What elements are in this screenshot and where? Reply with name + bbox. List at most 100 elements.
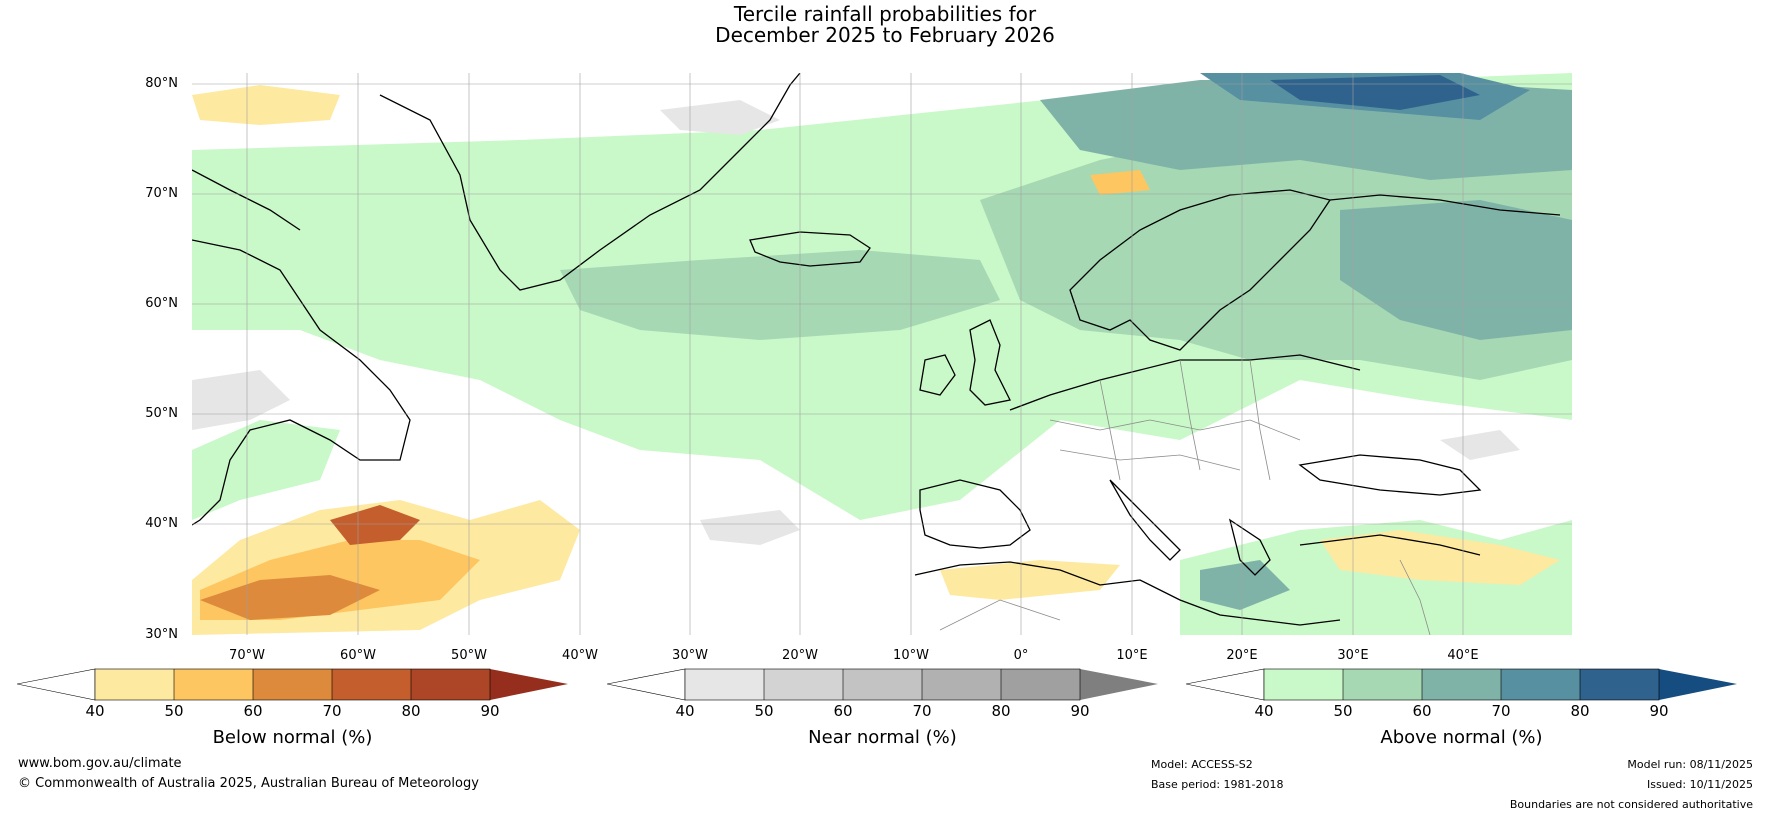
cbar-near-bin-4 (922, 669, 1001, 700)
lon-label-30e: 30°E (1337, 648, 1369, 663)
lat-label-40n: 40°N (145, 516, 178, 531)
colorbar-below-normal (17, 668, 568, 701)
below-normal-70-area (330, 505, 420, 545)
cbar-near-tick-60: 60 (833, 702, 853, 720)
iceland-coast (749, 231, 871, 267)
europe-north-coast (1009, 354, 1361, 411)
cbar-near-bin-3 (843, 669, 922, 700)
baffin-coast (192, 169, 301, 231)
scandinavia-coast (1069, 189, 1332, 351)
below-normal-50-iceland-sea (1090, 170, 1150, 195)
above-normal-60-russia (1340, 200, 1572, 340)
colorbar-above-normal (1186, 668, 1737, 701)
cbar-below-over (490, 669, 568, 700)
labrador-coast (192, 239, 411, 526)
lon-label-0: 0° (1013, 648, 1029, 663)
cbar-above-tick-50: 50 (1333, 702, 1353, 720)
cbar-above-bin-3 (1422, 669, 1501, 700)
lon-label-40w: 40°W (562, 648, 598, 663)
cbar-above-over (1659, 669, 1737, 700)
below-normal-40-arctic (192, 85, 340, 125)
lon-label-20e: 20°E (1226, 648, 1258, 663)
cbar-above-bin-1 (1264, 669, 1343, 700)
probability-shading (192, 73, 1572, 635)
lon-label-10w: 10°W (893, 648, 929, 663)
greece-coast (1228, 518, 1271, 576)
cbar-above-tick-80: 80 (1570, 702, 1590, 720)
cbar-above-title: Above normal (%) (1380, 727, 1543, 748)
cbar-below-title: Below normal (%) (212, 727, 373, 748)
cbar-below-bin-3 (253, 669, 332, 700)
cbar-below-under (17, 668, 96, 701)
footer-model: Model: ACCESS-S2 (1151, 758, 1253, 771)
near-normal-40-area-3 (700, 510, 800, 545)
lon-label-50w: 50°W (451, 648, 487, 663)
lon-label-40e: 40°E (1447, 648, 1479, 663)
map-title-line1: Tercile rainfall probabilities for (733, 2, 1037, 26)
above-normal-50-atlantic (560, 250, 1000, 340)
cbar-near-title: Near normal (%) (808, 727, 957, 748)
lat-label-60n: 60°N (145, 296, 178, 311)
cbar-below-tick-40: 40 (85, 702, 105, 720)
lon-label-60w: 60°W (340, 648, 376, 663)
cbar-near-tick-70: 70 (912, 702, 932, 720)
above-normal-60-egypt (1200, 560, 1290, 610)
cbar-above-tick-40: 40 (1254, 702, 1274, 720)
lat-label-70n: 70°N (145, 186, 178, 201)
grid-lines (192, 73, 1572, 635)
cbar-above-bin-2 (1343, 669, 1422, 700)
cbar-below-tick-60: 60 (243, 702, 263, 720)
country-borders (939, 359, 1431, 635)
italy-coast (1109, 479, 1181, 561)
lon-label-70w: 70°W (229, 648, 265, 663)
cbar-below-tick-50: 50 (164, 702, 184, 720)
colorbar-near-normal (607, 668, 1158, 701)
russia-arctic-coast (1329, 194, 1561, 216)
cbar-below-bin-5 (411, 669, 490, 700)
black-sea-coast (1298, 454, 1482, 496)
cbar-below-tick-80: 80 (401, 702, 421, 720)
turkey-south-coast (1299, 534, 1481, 556)
cbar-below-bin-1 (95, 669, 174, 700)
ireland-coast (919, 354, 956, 396)
above-normal-area-west (192, 420, 340, 520)
cbar-near-tick-80: 80 (991, 702, 1011, 720)
near-normal-40-area-1 (192, 370, 290, 430)
north-africa-coast (914, 561, 1341, 626)
footer-issued: Issued: 10/11/2025 (1646, 778, 1753, 791)
cbar-near-bin-5 (1001, 669, 1080, 700)
cbar-above-under (1186, 668, 1265, 701)
lon-label-30w: 30°W (672, 648, 708, 663)
below-normal-60-area (200, 575, 380, 620)
footer-model-run: Model run: 08/11/2025 (1627, 758, 1753, 771)
cbar-below-bin-4 (332, 669, 411, 700)
cbar-above-tick-90: 90 (1649, 702, 1669, 720)
cbar-near-under (607, 668, 686, 701)
map-title-line2: December 2025 to February 2026 (715, 23, 1055, 47)
cbar-above-tick-70: 70 (1491, 702, 1511, 720)
map-area (192, 73, 1572, 635)
footer-copyright: © Commonwealth of Australia 2025, Austra… (18, 776, 479, 791)
lon-label-20w: 20°W (782, 648, 818, 663)
lat-label-30n: 30°N (145, 627, 178, 642)
cbar-above-bin-4 (1501, 669, 1580, 700)
near-normal-40-area-4 (1440, 430, 1520, 460)
great-britain-coast (969, 319, 1011, 406)
cbar-near-over (1080, 669, 1158, 700)
footer-base-period: Base period: 1981-2018 (1151, 778, 1284, 791)
below-normal-40-nafrica (940, 560, 1120, 600)
cbar-below-bin-2 (174, 669, 253, 700)
lon-label-10e: 10°E (1116, 648, 1148, 663)
below-normal-40-mideast (1320, 530, 1560, 585)
cbar-near-bin-2 (764, 669, 843, 700)
cbar-above-bin-5 (1580, 669, 1659, 700)
footer-website: www.bom.gov.au/climate (18, 756, 182, 771)
lat-label-50n: 50°N (145, 406, 178, 421)
cbar-near-tick-50: 50 (754, 702, 774, 720)
lat-label-80n: 80°N (145, 76, 178, 91)
cbar-near-tick-40: 40 (675, 702, 695, 720)
cbar-below-tick-70: 70 (322, 702, 342, 720)
cbar-above-tick-60: 60 (1412, 702, 1432, 720)
cbar-near-tick-90: 90 (1070, 702, 1090, 720)
